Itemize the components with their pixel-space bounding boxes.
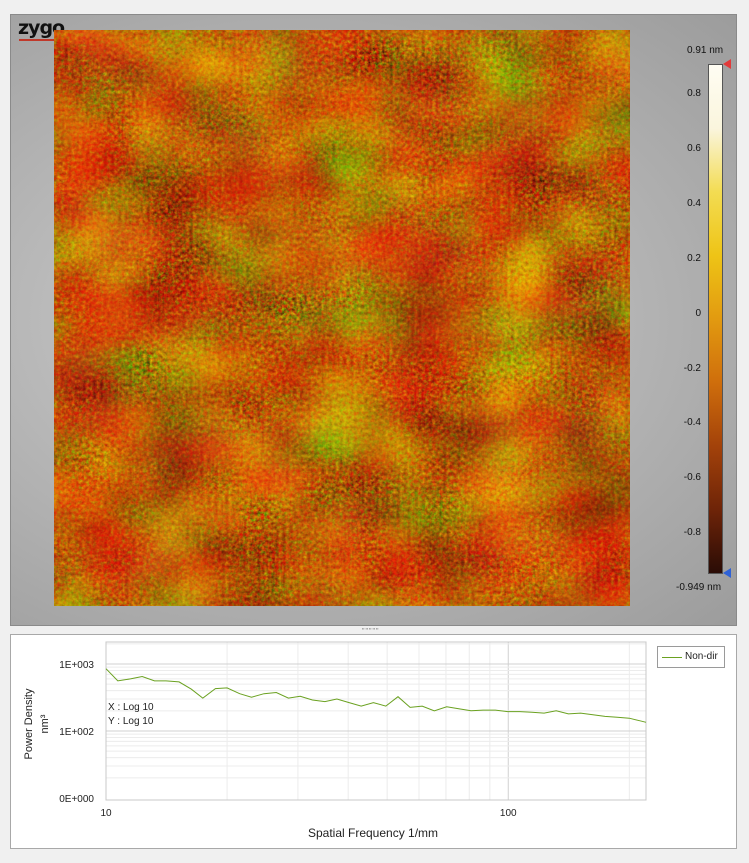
colorbar-tick-label: -0.6 — [683, 472, 701, 484]
x-tick-label: 100 — [500, 808, 517, 819]
height-colorbar — [708, 64, 723, 574]
x-tick-label: 10 — [100, 808, 112, 819]
series-line-non-dir — [105, 668, 647, 723]
colorbar-max-label: 0.91 nm — [687, 45, 724, 56]
zygo-logo: zygo — [18, 17, 65, 39]
legend-label-non-dir: Non-dir — [685, 651, 718, 662]
surface-map-panel: zygo 0.8 0.6 0.4 0.2 0 -0.2- — [10, 14, 737, 626]
colorbar-tick-label: 0.6 — [687, 143, 701, 155]
y-axis-label: Power Density — [23, 688, 35, 759]
colorbar-tick-label: -0.2 — [683, 362, 701, 374]
colorbar-max-marker[interactable] — [723, 59, 731, 69]
colorbar-tick-label: -0.4 — [683, 417, 701, 429]
y-scale-label: Y : Log 10 — [108, 716, 154, 727]
colorbar-tick-label: 0.4 — [687, 197, 701, 209]
colorbar-min-marker[interactable] — [723, 568, 731, 578]
chart-grid — [105, 642, 646, 800]
x-scale-label: X : Log 10 — [108, 702, 154, 713]
y-tick-label: 0E+000 — [59, 794, 94, 805]
plot-area-border — [105, 641, 647, 801]
logo-underline — [19, 39, 61, 41]
colorbar-tick-label: 0.8 — [687, 88, 701, 100]
y-axis-unit: nm³ — [39, 714, 51, 733]
panel-splitter[interactable]: """"" — [362, 628, 380, 635]
y-tick-label: 1E+002 — [59, 727, 94, 738]
colorbar-tick-label: -0.8 — [683, 527, 701, 539]
x-axis-label: Spatial Frequency 1/mm — [308, 826, 438, 840]
surface-height-map[interactable] — [54, 30, 630, 606]
psd-chart: Power Density nm³ Spatial Frequency 1/mm… — [23, 641, 647, 840]
colorbar-min-label: -0.949 nm — [676, 582, 722, 593]
y-tick-label: 1E+003 — [59, 660, 94, 671]
chart-legend: Non-dir — [657, 646, 725, 668]
psd-chart-panel: Power Density nm³ Spatial Frequency 1/mm… — [10, 634, 737, 849]
colorbar-tick-label: 0 — [695, 307, 701, 319]
colorbar-tick-label: 0.2 — [687, 252, 701, 264]
legend-swatch — [662, 657, 682, 658]
